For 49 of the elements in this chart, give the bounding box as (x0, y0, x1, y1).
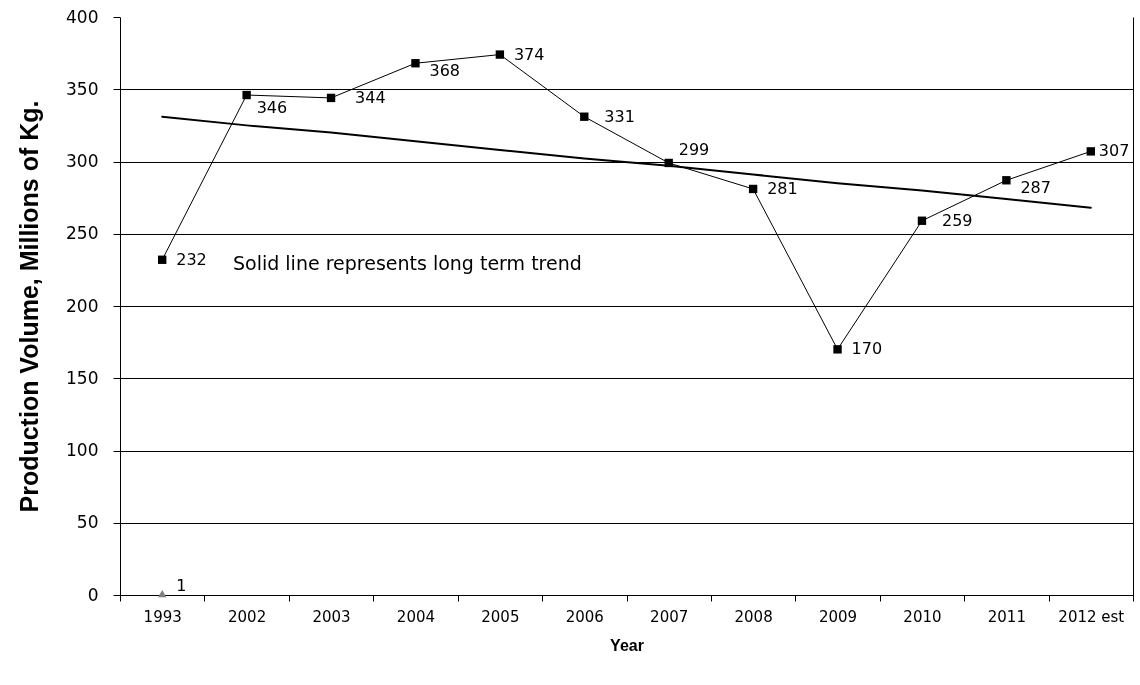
data-label: 232 (176, 249, 207, 269)
point (326, 93, 336, 103)
y-tick-label: 200 (66, 295, 99, 316)
y-tick-label: 100 (66, 440, 99, 460)
data-label: 331 (604, 106, 635, 126)
x-tick-label: 2002 (228, 607, 267, 626)
data-label: 368 (429, 61, 461, 81)
data-label: 344 (355, 87, 386, 107)
data-label: 259 (941, 210, 973, 230)
point (1086, 147, 1095, 156)
point (411, 59, 420, 68)
x-tick-label: 2008 (734, 607, 773, 626)
data-label: 281 (767, 178, 798, 198)
data-label: 287 (1020, 178, 1051, 198)
x-tick-label: 2011 (987, 607, 1026, 626)
y-tick-label: 150 (66, 367, 99, 388)
data-label: 374 (513, 44, 545, 64)
point (1002, 176, 1011, 185)
x-tick-label: 2003 (312, 607, 351, 626)
x-tick-label: 2009 (818, 607, 858, 626)
y-axis-title: Production Volume, Millions of Kg. (15, 100, 44, 513)
data-label: 170 (851, 339, 883, 359)
y-tick-label: 0 (87, 584, 99, 605)
point (917, 216, 927, 225)
x-tick-label: 2007 (650, 607, 689, 626)
y-tick-label: 50 (76, 512, 99, 533)
point (242, 90, 251, 100)
x-tick-label: 2010 (903, 607, 942, 626)
x-tick-label: 2012 est (1058, 607, 1125, 626)
x-tick-label: 2004 (396, 607, 436, 626)
point (158, 255, 167, 264)
y-tick-label: 300 (66, 151, 99, 171)
x-tick-label: 2005 (481, 607, 520, 626)
point (158, 589, 167, 598)
point (495, 50, 505, 59)
data-label: 1 (176, 575, 187, 595)
annotation: Solid line represents long term trend (233, 252, 582, 274)
data-label: 346 (256, 98, 288, 118)
x-tick-label: 2006 (565, 607, 604, 626)
data-label: 299 (678, 139, 710, 159)
x-tick-label: 1993 (143, 607, 182, 626)
y-tick-label: 250 (66, 223, 99, 244)
data-label: 307 (1098, 141, 1130, 161)
point (833, 345, 842, 354)
y-tick-label: 350 (66, 78, 99, 99)
y-tick-label: 400 (66, 6, 99, 27)
x-axis-title: Year (610, 636, 644, 654)
point (580, 112, 589, 121)
point (748, 184, 758, 194)
